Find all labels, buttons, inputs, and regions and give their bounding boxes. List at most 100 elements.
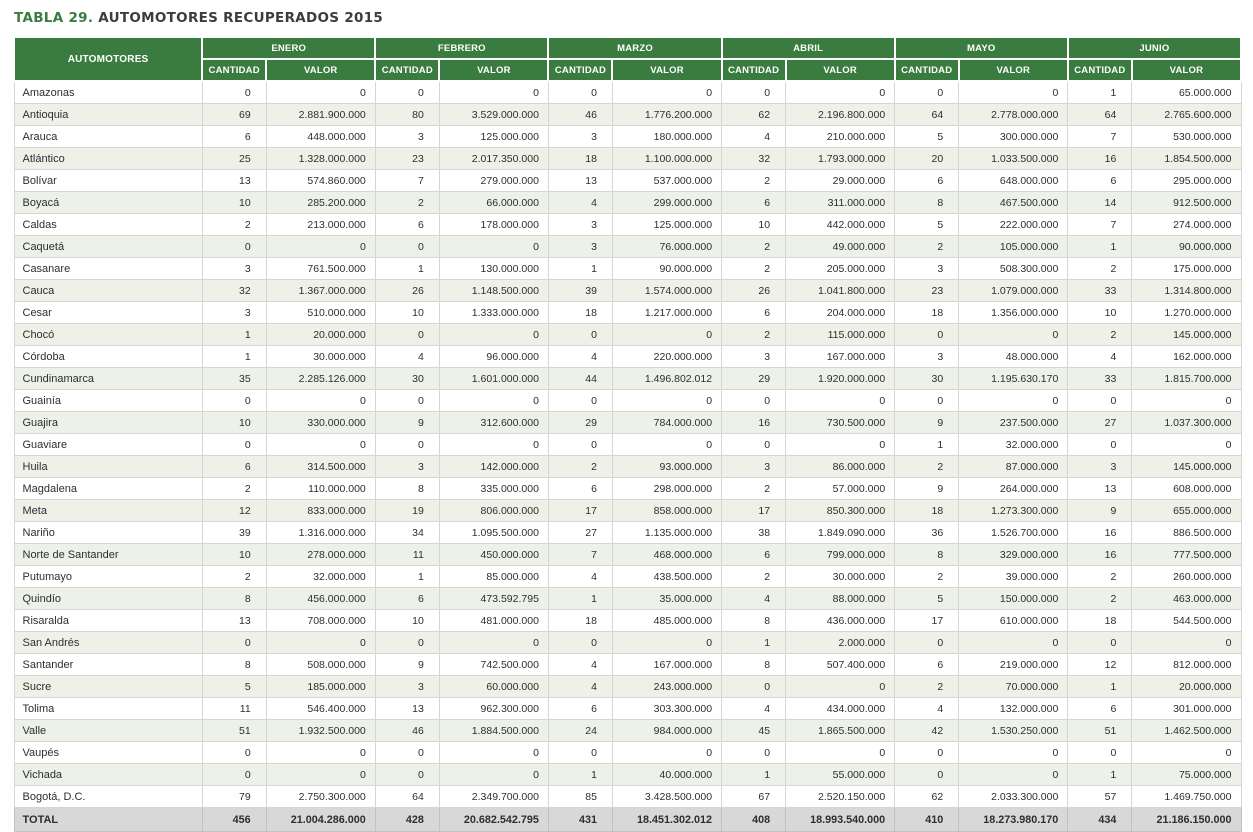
cantidad-cell: 6 [1067,697,1133,720]
cantidad-cell: 2 [1067,257,1133,280]
valor-cell: 1.314.800.000 [1131,279,1242,302]
department-cell: Norte de Santander [13,543,203,566]
cantidad-cell: 14 [1067,191,1133,214]
department-cell: Risaralda [13,609,203,632]
cantidad-cell: 5 [894,125,960,148]
cantidad-cell: 36 [894,521,960,544]
valor-cell: 436.000.000 [785,609,896,632]
valor-cell: 295.000.000 [1131,169,1242,192]
cantidad-cell: 2 [1067,565,1133,588]
valor-cell: 264.000.000 [958,477,1069,500]
valor-cell: 0 [785,433,896,456]
valor-cell: 1.849.090.000 [785,521,896,544]
valor-cell: 886.500.000 [1131,521,1242,544]
valor-cell: 2.033.300.000 [958,785,1069,808]
cantidad-cell: 10 [201,191,267,214]
valor-cell: 1.854.500.000 [1131,147,1242,170]
valor-cell: 30.000.000 [265,345,376,368]
cantidad-cell: 0 [894,631,960,654]
valor-cell: 312.600.000 [438,411,549,434]
department-cell: Santander [13,653,203,676]
valor-cell: 1.601.000.000 [438,367,549,390]
cantidad-cell: 0 [894,323,960,346]
subheader-cantidad-febrero: CANTIDAD [374,58,441,82]
valor-cell: 537.000.000 [611,169,723,192]
cantidad-cell: 3 [547,213,613,236]
header-row-subcolumns: CANTIDAD VALOR CANTIDAD VALOR CANTIDAD VALOR C… [14,58,1243,82]
valor-cell: 438.500.000 [611,565,723,588]
valor-cell: 655.000.000 [1131,499,1242,522]
cantidad-cell: 6 [894,169,960,192]
total-cantidad-cell: 434 [1067,807,1133,832]
cantidad-cell: 12 [1067,653,1133,676]
valor-cell: 1.496.802.012 [611,367,723,390]
table-row: Vichada 0 0 0 0 1 40.000.000 1 55.000.000 0 0 1 75.0… [13,763,1242,786]
valor-cell: 222.000.000 [958,213,1069,236]
valor-cell: 962.300.000 [438,697,549,720]
table-row: Guajira 10 330.000.000 9 312.600.000 29 784.00… [13,411,1242,434]
valor-cell: 2.349.700.000 [438,785,549,808]
valor-cell: 0 [958,80,1069,104]
valor-cell: 274.000.000 [1131,213,1242,236]
cantidad-cell: 4 [547,653,613,676]
valor-cell: 510.000.000 [265,301,376,324]
cantidad-cell: 0 [374,80,440,104]
valor-cell: 0 [611,80,723,104]
cantidad-cell: 6 [374,213,440,236]
cantidad-cell: 0 [547,323,613,346]
cantidad-cell: 62 [721,103,787,126]
valor-cell: 1.135.000.000 [611,521,723,544]
table-row: Amazonas 0 0 0 0 0 0 0 0 0 0 1 65.000.000 [13,80,1242,104]
department-cell: Atlántico [13,147,203,170]
valor-cell: 30.000.000 [785,565,896,588]
cantidad-cell: 4 [547,191,613,214]
valor-cell: 0 [785,675,896,698]
department-cell: Cundinamarca [13,367,203,390]
table-row: Valle 51 1.932.500.000 46 1.884.500.000 24 984… [13,719,1242,742]
cantidad-cell: 30 [894,367,960,390]
cantidad-cell: 0 [201,389,267,412]
cantidad-cell: 0 [1067,741,1133,764]
cantidad-cell: 25 [201,147,267,170]
cantidad-cell: 10 [201,543,267,566]
valor-cell: 1.041.800.000 [785,279,896,302]
valor-cell: 279.000.000 [438,169,549,192]
table-row: Quindío 8 456.000.000 6 473.592.795 1 35.000.0… [13,587,1242,610]
cantidad-cell: 13 [547,169,613,192]
valor-cell: 2.285.126.000 [265,367,376,390]
valor-cell: 55.000.000 [785,763,896,786]
table-row: Casanare 3 761.500.000 1 130.000.000 1 90.000.… [13,257,1242,280]
valor-cell: 1.469.750.000 [1131,785,1242,808]
valor-cell: 335.000.000 [438,477,549,500]
valor-cell: 1.316.000.000 [265,521,376,544]
valor-cell: 742.500.000 [438,653,549,676]
total-valor-cell: 18.993.540.000 [785,807,896,832]
subheader-cantidad-marzo: CANTIDAD [547,58,614,82]
department-cell: Chocó [13,323,203,346]
valor-cell: 0 [438,741,549,764]
cantidad-cell: 3 [547,125,613,148]
valor-cell: 0 [265,631,376,654]
valor-cell: 243.000.000 [611,675,723,698]
cantidad-cell: 10 [1067,301,1133,324]
valor-cell: 278.000.000 [265,543,376,566]
valor-cell: 142.000.000 [438,455,549,478]
department-cell: Casanare [13,257,203,280]
valor-cell: 70.000.000 [958,675,1069,698]
cantidad-cell: 64 [374,785,440,808]
valor-cell: 130.000.000 [438,257,549,280]
valor-cell: 145.000.000 [1131,455,1242,478]
cantidad-cell: 4 [894,697,960,720]
cantidad-cell: 1 [374,565,440,588]
valor-cell: 86.000.000 [785,455,896,478]
cantidad-cell: 8 [374,477,440,500]
valor-cell: 237.500.000 [958,411,1069,434]
valor-cell: 1.328.000.000 [265,147,376,170]
valor-cell: 329.000.000 [958,543,1069,566]
table-row: Norte de Santander 10 278.000.000 11 450.000… [13,543,1242,566]
table-row: Chocó 1 20.000.000 0 0 0 0 2 115.000.000 0 0 2 145.0… [13,323,1242,346]
valor-cell: 65.000.000 [1131,80,1242,104]
valor-cell: 508.300.000 [958,257,1069,280]
cantidad-cell: 3 [374,675,440,698]
department-cell: Putumayo [13,565,203,588]
